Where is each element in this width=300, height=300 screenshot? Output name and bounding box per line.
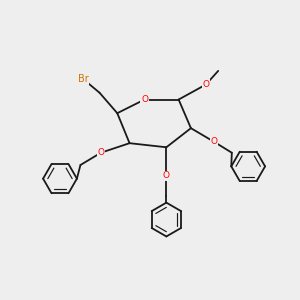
Text: Br: Br [78, 74, 88, 84]
Text: O: O [98, 148, 104, 157]
Text: O: O [211, 137, 218, 146]
Text: O: O [202, 80, 209, 89]
Text: O: O [141, 95, 148, 104]
Text: O: O [163, 171, 170, 180]
